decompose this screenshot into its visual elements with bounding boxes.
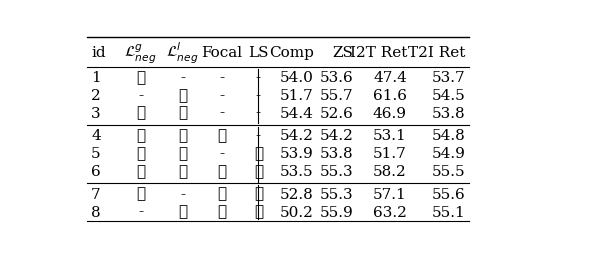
- Text: ✓: ✓: [178, 107, 187, 121]
- Text: 54.0: 54.0: [280, 71, 314, 85]
- Text: -: -: [180, 71, 185, 85]
- Text: 53.8: 53.8: [320, 147, 353, 161]
- Text: 52.6: 52.6: [320, 107, 353, 121]
- Text: ✓: ✓: [136, 165, 145, 179]
- Text: ✓: ✓: [136, 71, 145, 85]
- Text: ZS: ZS: [332, 46, 353, 60]
- Text: 2: 2: [91, 89, 101, 103]
- Text: 55.3: 55.3: [320, 188, 353, 202]
- Text: 61.6: 61.6: [373, 89, 407, 103]
- Text: 53.8: 53.8: [432, 107, 465, 121]
- Text: ✓: ✓: [218, 206, 227, 220]
- Text: 58.2: 58.2: [373, 165, 407, 179]
- Text: 55.9: 55.9: [320, 206, 353, 220]
- Text: -: -: [220, 71, 225, 85]
- Text: 5: 5: [91, 147, 101, 161]
- Text: 53.6: 53.6: [320, 71, 353, 85]
- Text: ✓: ✓: [136, 107, 145, 121]
- Text: -: -: [256, 71, 261, 85]
- Text: 53.1: 53.1: [373, 129, 407, 143]
- Text: Focal: Focal: [202, 46, 243, 60]
- Text: ✓: ✓: [136, 188, 145, 202]
- Text: ✓: ✓: [178, 165, 187, 179]
- Text: 7: 7: [91, 188, 101, 202]
- Text: 50.2: 50.2: [280, 206, 314, 220]
- Text: ✓: ✓: [178, 89, 187, 103]
- Text: 54.2: 54.2: [280, 129, 314, 143]
- Text: id: id: [91, 46, 106, 60]
- Text: 51.7: 51.7: [280, 89, 314, 103]
- Text: ✓: ✓: [136, 129, 145, 143]
- Text: 4: 4: [91, 129, 101, 143]
- Text: 54.4: 54.4: [280, 107, 314, 121]
- Text: 55.6: 55.6: [432, 188, 465, 202]
- Text: I2T Ret: I2T Ret: [350, 46, 407, 60]
- Text: 57.1: 57.1: [373, 188, 407, 202]
- Text: ✓: ✓: [254, 147, 263, 161]
- Text: -: -: [220, 89, 225, 103]
- Text: $\mathcal{L}_{neg}^{l}$: $\mathcal{L}_{neg}^{l}$: [166, 40, 199, 66]
- Text: 54.8: 54.8: [432, 129, 465, 143]
- Text: 54.5: 54.5: [432, 89, 465, 103]
- Text: 53.9: 53.9: [280, 147, 314, 161]
- Text: 51.7: 51.7: [373, 147, 407, 161]
- Text: ✓: ✓: [136, 147, 145, 161]
- Text: -: -: [220, 147, 225, 161]
- Text: 54.2: 54.2: [320, 129, 353, 143]
- Text: -: -: [220, 107, 225, 121]
- Text: ✓: ✓: [178, 147, 187, 161]
- Text: 55.7: 55.7: [320, 89, 353, 103]
- Text: 46.9: 46.9: [373, 107, 407, 121]
- Text: 55.1: 55.1: [432, 206, 465, 220]
- Text: $\mathcal{L}_{neg}^{g}$: $\mathcal{L}_{neg}^{g}$: [125, 41, 157, 64]
- Text: 1: 1: [91, 71, 101, 85]
- Text: ✓: ✓: [218, 188, 227, 202]
- Text: 3: 3: [91, 107, 101, 121]
- Text: 55.5: 55.5: [432, 165, 465, 179]
- Text: ✓: ✓: [178, 206, 187, 220]
- Text: -: -: [138, 206, 143, 220]
- Text: -: -: [180, 188, 185, 202]
- Text: 47.4: 47.4: [373, 71, 407, 85]
- Text: ✓: ✓: [178, 129, 187, 143]
- Text: 54.9: 54.9: [432, 147, 465, 161]
- Text: -: -: [256, 129, 261, 143]
- Text: 55.3: 55.3: [320, 165, 353, 179]
- Text: 63.2: 63.2: [373, 206, 407, 220]
- Text: 53.5: 53.5: [280, 165, 314, 179]
- Text: 8: 8: [91, 206, 101, 220]
- Text: -: -: [256, 89, 261, 103]
- Text: 6: 6: [91, 165, 101, 179]
- Text: ✓: ✓: [218, 129, 227, 143]
- Text: LS: LS: [248, 46, 268, 60]
- Text: ✓: ✓: [254, 165, 263, 179]
- Text: T2I Ret: T2I Ret: [408, 46, 465, 60]
- Text: 52.8: 52.8: [280, 188, 314, 202]
- Text: -: -: [256, 107, 261, 121]
- Text: ✓: ✓: [218, 165, 227, 179]
- Text: 53.7: 53.7: [432, 71, 465, 85]
- Text: Comp: Comp: [268, 46, 314, 60]
- Text: -: -: [138, 89, 143, 103]
- Text: ✓: ✓: [254, 188, 263, 202]
- Text: ✓: ✓: [254, 206, 263, 220]
